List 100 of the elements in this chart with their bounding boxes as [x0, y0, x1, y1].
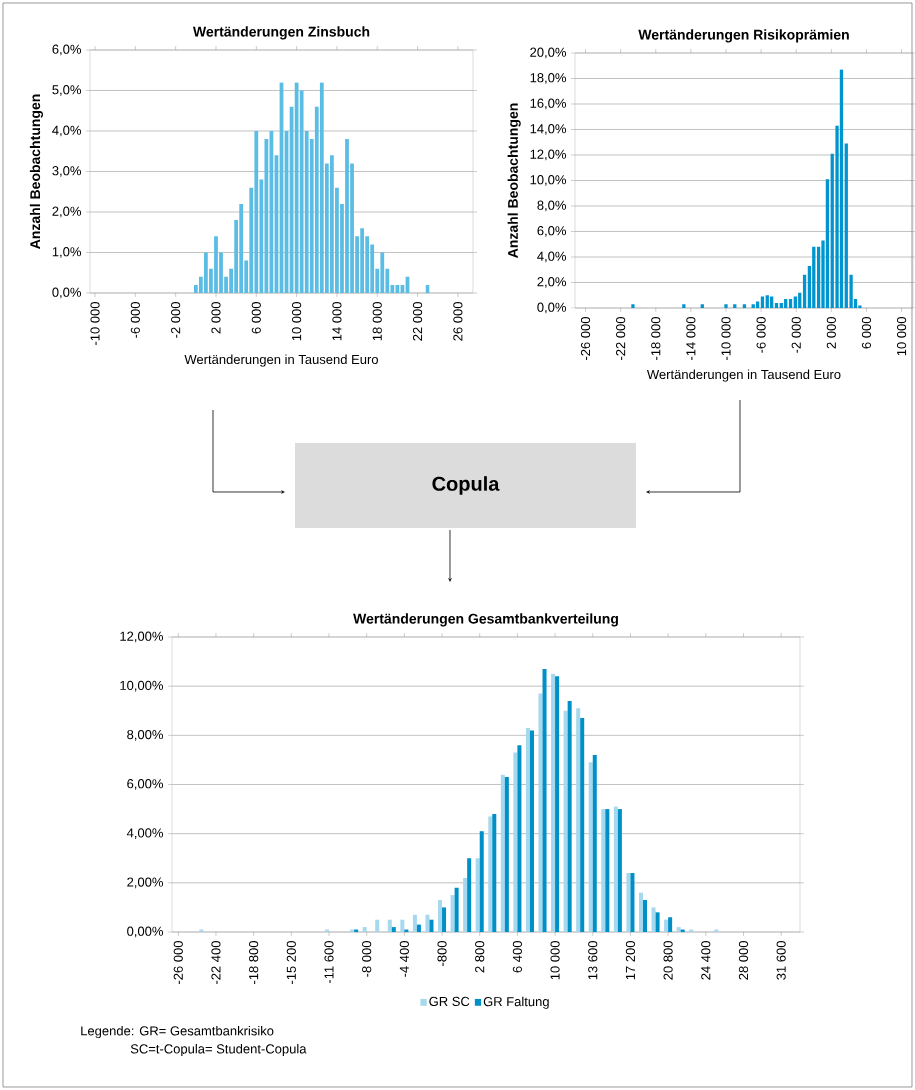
bar — [375, 919, 380, 932]
x-tick-label: 10 000 — [896, 317, 907, 356]
bar — [617, 809, 622, 932]
bar — [580, 718, 585, 932]
x-tick-label: 2 000 — [826, 317, 836, 349]
bar — [631, 304, 635, 308]
bar — [438, 900, 443, 932]
x-tick-label: 14 000 — [332, 302, 342, 341]
y-tick-label: 3,0% — [52, 166, 82, 177]
bar — [513, 752, 518, 932]
bar — [605, 809, 610, 932]
bar — [463, 877, 468, 932]
y-tick-label: 4,0% — [537, 251, 567, 263]
y-tick-label: 18,0% — [530, 73, 567, 84]
bar — [788, 299, 793, 308]
y-tick-label: 2,00% — [127, 877, 164, 889]
x-tick-label: 31 600 — [776, 941, 786, 980]
y-tick-label: 16,0% — [530, 98, 567, 110]
text: SC=t-Copula= Student-Copula — [130, 1043, 307, 1057]
bar — [742, 304, 747, 308]
bar — [492, 813, 497, 932]
y-tick-label: 14,0% — [530, 124, 567, 135]
chart-title: Wertänderungen Gesamtbankverteilung — [353, 613, 618, 627]
x-axis-title: Wertänderungen in Tausend Euro — [184, 354, 378, 367]
x-tick-label: 13 600 — [588, 941, 598, 980]
bar — [479, 831, 484, 932]
y-tick-label: 1,0% — [52, 247, 82, 258]
x-tick-label: 2 800 — [475, 941, 485, 973]
x-tick-label: -22 400 — [211, 941, 221, 985]
bar — [488, 816, 493, 932]
x-tick-label: -15 200 — [286, 941, 296, 985]
bar — [839, 69, 844, 308]
bar — [601, 809, 606, 932]
bar — [416, 924, 421, 932]
bar — [798, 292, 802, 308]
x-tick-label: -22 000 — [616, 317, 626, 361]
y-tick-label: 20,0% — [530, 47, 567, 59]
x-tick-label: -11 600 — [324, 941, 334, 984]
bar — [412, 914, 417, 932]
bar — [765, 295, 769, 308]
x-tick-label: 28 000 — [738, 941, 749, 980]
bar — [538, 693, 543, 932]
bar — [592, 755, 597, 932]
x-tick-label: -4 400 — [399, 941, 409, 977]
bar — [529, 730, 534, 932]
bar — [784, 299, 788, 308]
bar — [576, 708, 581, 932]
bar — [733, 304, 737, 308]
bar — [563, 710, 568, 932]
bar — [825, 179, 830, 308]
y-tick-label: 5,0% — [52, 85, 82, 96]
text: Legende: GR= Gesamtbankrisiko — [81, 1025, 274, 1039]
y-tick-label: 8,00% — [127, 729, 164, 741]
x-tick-label: 10 000 — [550, 941, 560, 980]
bar — [504, 777, 509, 932]
x-tick-label: -2 000 — [791, 317, 801, 353]
bar — [664, 919, 669, 932]
bar — [676, 927, 681, 932]
y-tick-label: 2,0% — [52, 206, 82, 218]
y-axis-title: Anzahl Beobachtungen — [507, 103, 521, 258]
bar — [567, 700, 572, 932]
legend-label: GR Faltung — [483, 996, 549, 1009]
x-tick-label: -26 000 — [580, 317, 591, 361]
y-tick-label: 0,0% — [537, 302, 567, 314]
text: Copula — [432, 476, 500, 495]
x-tick-label: -8 000 — [362, 941, 372, 977]
y-tick-label: 10,0% — [530, 175, 567, 186]
bar — [525, 727, 530, 932]
bar — [626, 872, 631, 932]
bar — [362, 927, 367, 932]
y-tick-label: 8,0% — [537, 200, 567, 212]
bar — [630, 872, 635, 932]
bar — [475, 858, 480, 932]
bar — [551, 673, 556, 932]
x-tick-label: 6 000 — [251, 302, 261, 334]
bar — [500, 774, 505, 932]
y-axis-title: Anzahl Beobachtungen — [29, 94, 43, 249]
x-tick-label: 2 000 — [211, 302, 221, 334]
x-tick-label: 6 000 — [861, 317, 872, 349]
y-tick-label: 0,00% — [127, 926, 164, 938]
bar — [555, 676, 560, 932]
x-tick-label: 26 000 — [453, 302, 463, 341]
bar — [391, 927, 396, 932]
chart-title: Wertänderungen Zinsbuch — [192, 26, 370, 40]
x-tick-label: -10 000 — [721, 317, 731, 361]
bar — [588, 762, 593, 932]
x-tick-label: -18 800 — [249, 941, 259, 985]
bar — [450, 895, 455, 932]
x-tick-label: 18 000 — [372, 302, 382, 341]
y-tick-label: 10,00% — [120, 680, 163, 692]
x-tick-label: 6 400 — [512, 941, 522, 973]
bar — [812, 246, 816, 308]
bar — [542, 668, 547, 932]
y-tick-label: 4,0% — [52, 125, 82, 137]
x-tick-label: 20 800 — [663, 941, 673, 980]
x-tick-label: -800 — [437, 941, 447, 966]
y-tick-label: 12,0% — [530, 149, 567, 161]
y-tick-label: 6,0% — [52, 44, 82, 56]
x-tick-label: -6 000 — [130, 302, 140, 338]
chart-title: Wertänderungen Risikoprämien — [638, 29, 849, 43]
